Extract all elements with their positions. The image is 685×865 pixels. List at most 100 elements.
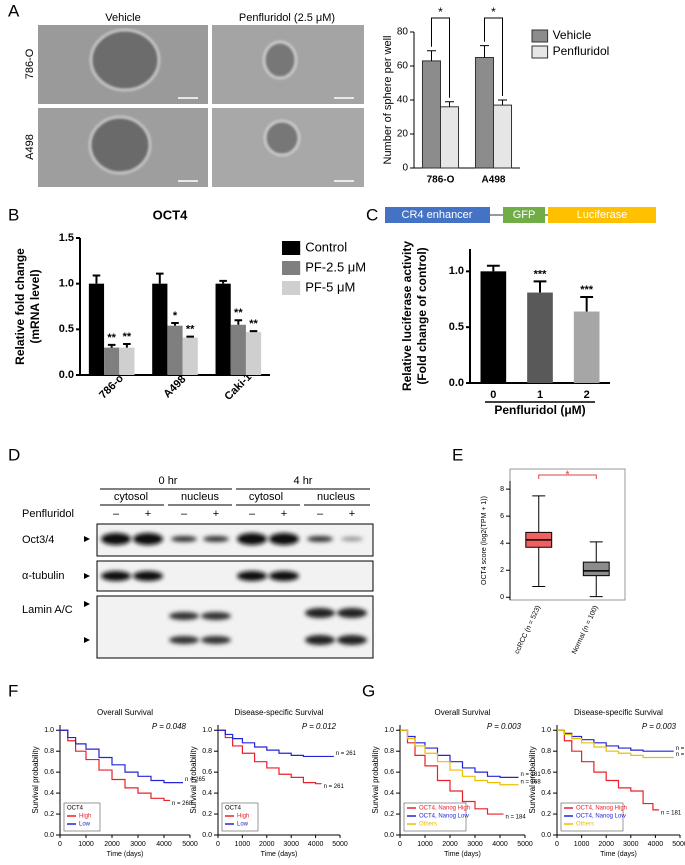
panel-label: D bbox=[8, 445, 20, 464]
legend-frame bbox=[63, 802, 101, 832]
panel-label: E bbox=[452, 445, 463, 464]
error-bar bbox=[171, 321, 179, 326]
x-tick-label: 3000 bbox=[283, 841, 299, 848]
y-tick-label: 0.5 bbox=[59, 323, 74, 335]
n-label: n = 181 bbox=[661, 810, 682, 816]
legend-label: High bbox=[79, 814, 91, 820]
survival-curve bbox=[400, 729, 519, 786]
legend-label: Low bbox=[237, 822, 249, 828]
x-tick-label: 4000 bbox=[308, 841, 324, 848]
error-bar bbox=[107, 343, 116, 348]
x-tick-label: Normal (n = 100) bbox=[571, 605, 600, 656]
fraction: cytosol bbox=[249, 491, 283, 503]
bar bbox=[527, 292, 553, 383]
x-tick-label: 1000 bbox=[78, 841, 94, 848]
y-tick-label: 0.0 bbox=[44, 832, 54, 839]
significance: * bbox=[565, 469, 570, 481]
panel-label: G bbox=[362, 681, 375, 700]
x-axis-title: Time (days) bbox=[107, 851, 144, 858]
survival-chart: 0.0 0.2 0.4 0.6 0.8 1.0 0 1000 2000 3000 4000 5000 D… bbox=[528, 708, 685, 858]
construct-box bbox=[385, 207, 490, 223]
y-tick-label: 0.8 bbox=[384, 748, 394, 755]
x-axis-title: Time (days) bbox=[261, 851, 298, 858]
x-tick-label: 4000 bbox=[648, 841, 664, 848]
y-tick-label: 1.0 bbox=[449, 265, 464, 277]
construct-box bbox=[548, 207, 656, 223]
y-tick-label: 0.0 bbox=[449, 377, 464, 389]
y-tick-label: 0.2 bbox=[44, 811, 54, 818]
western-blot: 0 hr 4 hr cytosol nucleus cytosol nucleu… bbox=[22, 475, 374, 659]
error-bar bbox=[426, 50, 436, 61]
x-tick-label: 0 bbox=[216, 841, 220, 848]
legend-label: Control bbox=[305, 239, 347, 254]
x-tick-label: A498 bbox=[482, 175, 506, 186]
y-tick-label: 0 bbox=[500, 594, 504, 601]
panel-label: A bbox=[8, 1, 20, 20]
treatment: – bbox=[181, 508, 188, 520]
bar bbox=[493, 104, 513, 169]
legend-label: OCT4, Nanog Low bbox=[419, 814, 469, 820]
chart-title: Overall Survival bbox=[434, 708, 490, 717]
legend-swatch bbox=[531, 45, 549, 59]
x-tick-label: A498 bbox=[161, 373, 188, 400]
fraction: nucleus bbox=[181, 491, 219, 503]
survival-chart: 0.0 0.2 0.4 0.6 0.8 1.0 0 1000 2000 3000 4000 5000 O… bbox=[371, 708, 541, 858]
x-tick-label: 0 bbox=[398, 841, 402, 848]
box bbox=[582, 561, 610, 577]
significance: ** bbox=[123, 331, 132, 343]
legend-label: High bbox=[237, 814, 249, 820]
x-tick-label: 0 bbox=[58, 841, 62, 848]
timepoint: 0 hr bbox=[159, 475, 178, 487]
treatment: + bbox=[145, 508, 151, 520]
y-axis-title: Survival probability bbox=[31, 746, 40, 813]
significance: *** bbox=[580, 284, 594, 296]
y-tick-label: 0 bbox=[402, 163, 408, 174]
bar-chart: 0.0 0.5 1.0 Relative luciferase activity (Fo… bbox=[400, 241, 610, 417]
significance-bracket bbox=[483, 17, 504, 96]
treatment: + bbox=[349, 508, 355, 520]
bar bbox=[104, 347, 120, 375]
x-tick-label: 5000 bbox=[182, 841, 198, 848]
survival-chart: 0.0 0.2 0.4 0.6 0.8 1.0 0 1000 2000 3000 4000 5000 O… bbox=[31, 708, 206, 858]
band bbox=[305, 635, 335, 645]
x-tick-label: 3000 bbox=[467, 841, 483, 848]
chart-title: Disease-specific Survival bbox=[235, 708, 324, 717]
y-tick-label: 6 bbox=[500, 513, 504, 520]
x-tick-label: 2000 bbox=[598, 841, 614, 848]
y-tick-label: 1.0 bbox=[202, 727, 212, 734]
n-label: n = 184 bbox=[506, 815, 527, 821]
x-tick-label: 0 bbox=[555, 841, 559, 848]
y-tick-label: 0.6 bbox=[541, 769, 551, 776]
x-tick-label: 786-o bbox=[97, 372, 126, 401]
y-tick-label: 0.6 bbox=[44, 769, 54, 776]
y-tick-label: 0.0 bbox=[541, 832, 551, 839]
y-tick-label: 0.6 bbox=[384, 769, 394, 776]
significance: *** bbox=[534, 268, 548, 280]
chart-title: OCT4 bbox=[153, 207, 188, 222]
x-tick-label: 1 bbox=[537, 389, 543, 401]
chart-title: Disease-specific Survival bbox=[574, 708, 663, 717]
sphere bbox=[89, 116, 151, 174]
timepoint: 4 hr bbox=[294, 475, 313, 487]
survival-curve bbox=[218, 729, 334, 758]
n-label: n = 261 bbox=[324, 784, 345, 790]
legend-title: OCT4 bbox=[225, 806, 242, 812]
error-bar bbox=[219, 279, 227, 284]
legend-frame bbox=[221, 802, 259, 832]
significance: ** bbox=[107, 332, 116, 344]
error-bar bbox=[479, 45, 489, 58]
n-label: n = 261 bbox=[336, 751, 357, 757]
y-axis-title: Relative luciferase activity bbox=[400, 241, 414, 391]
row-title: 786-O bbox=[24, 48, 36, 79]
y-tick-label: 1.5 bbox=[59, 232, 74, 244]
band bbox=[201, 636, 231, 644]
legend-title: OCT4 bbox=[67, 806, 84, 812]
n-label: n = 180 bbox=[676, 746, 685, 752]
x-tick-label: 4000 bbox=[156, 841, 172, 848]
survival-curve bbox=[557, 729, 674, 752]
band bbox=[203, 536, 229, 542]
significance: ** bbox=[186, 324, 195, 336]
bar bbox=[167, 325, 183, 375]
x-tick-label: 1000 bbox=[574, 841, 590, 848]
y-tick-label: 0.2 bbox=[384, 811, 394, 818]
